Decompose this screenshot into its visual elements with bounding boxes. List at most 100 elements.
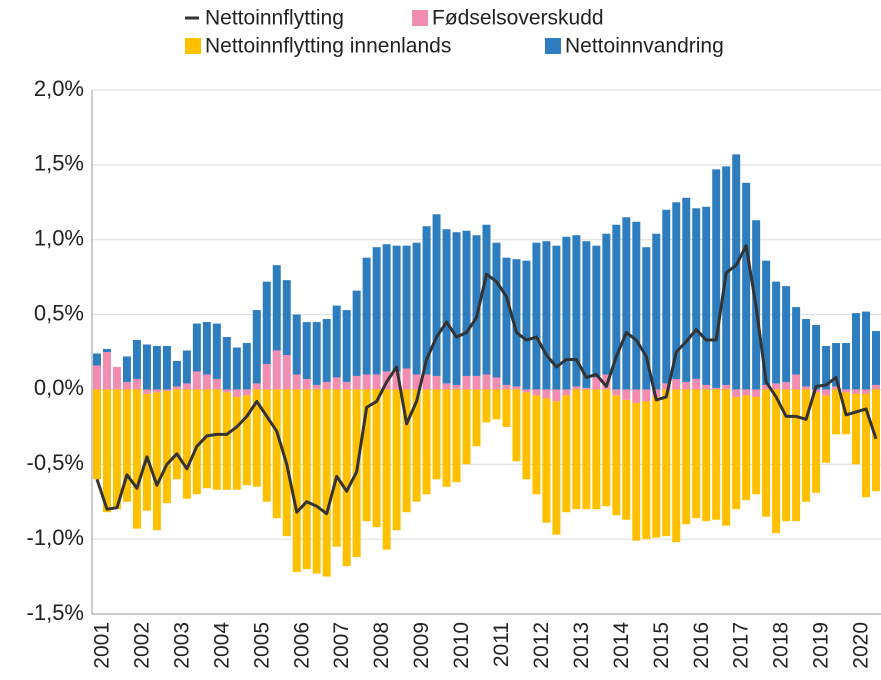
bar — [112, 366, 121, 390]
bar — [772, 389, 781, 534]
bar — [152, 389, 161, 393]
bar — [692, 389, 701, 519]
bar — [822, 395, 831, 463]
bar — [802, 386, 811, 390]
bar — [282, 280, 291, 355]
bar — [132, 340, 141, 379]
bar — [122, 381, 131, 390]
bar — [722, 389, 731, 526]
bar — [112, 389, 121, 510]
bar — [872, 331, 881, 385]
bar — [702, 389, 711, 522]
bar — [712, 389, 721, 520]
bar — [602, 389, 611, 507]
x-tick-label: 2012 — [530, 622, 553, 669]
bar — [372, 389, 381, 528]
bar — [732, 396, 741, 510]
bar — [272, 389, 281, 519]
legend-label: Nettoinnflytting — [205, 7, 344, 30]
bar — [512, 386, 521, 390]
bar — [242, 343, 251, 390]
bar — [822, 346, 831, 390]
bar — [142, 344, 151, 390]
bar — [232, 389, 241, 397]
bar — [762, 389, 771, 517]
bar — [372, 374, 381, 390]
bar — [862, 389, 871, 394]
x-tick-label: 2006 — [290, 622, 313, 669]
bar — [242, 389, 251, 396]
bar — [512, 259, 521, 387]
bar — [232, 396, 241, 490]
bar — [302, 378, 311, 390]
bar — [582, 389, 591, 510]
bar — [102, 352, 111, 390]
bar — [452, 389, 461, 483]
bar — [502, 389, 511, 427]
bar — [742, 395, 751, 501]
bar — [852, 393, 861, 465]
bar — [702, 206, 711, 385]
bar — [502, 257, 511, 385]
bar — [622, 399, 631, 520]
bar — [162, 390, 171, 504]
x-tick-label: 2009 — [410, 622, 433, 669]
bar — [192, 323, 201, 372]
bar — [322, 319, 331, 382]
bar — [822, 389, 831, 396]
bar — [482, 374, 491, 390]
bar — [832, 389, 841, 435]
bar — [372, 247, 381, 375]
y-tick-label: -1,0% — [27, 525, 84, 550]
bar — [122, 389, 131, 502]
bar — [392, 389, 401, 531]
bar — [302, 322, 311, 379]
bar — [682, 197, 691, 382]
y-tick-label: 2,0% — [34, 76, 84, 101]
bar — [122, 356, 131, 382]
bar — [842, 389, 851, 393]
bar — [292, 389, 301, 573]
bar — [282, 354, 291, 390]
bar — [782, 389, 791, 522]
bar — [702, 384, 711, 390]
bar — [772, 383, 781, 390]
bar — [852, 313, 861, 390]
x-tick-label: 2005 — [250, 622, 273, 669]
bar — [212, 389, 221, 490]
bar — [872, 389, 881, 492]
bar — [152, 392, 161, 531]
bar — [812, 325, 821, 390]
x-tick-label: 2002 — [130, 622, 153, 669]
bar — [362, 389, 371, 522]
bar — [572, 235, 581, 387]
bar — [342, 389, 351, 567]
bar — [642, 389, 651, 402]
bar — [602, 233, 611, 375]
bar — [522, 260, 531, 390]
bar — [412, 242, 421, 375]
bar — [672, 202, 681, 379]
x-tick-label: 2020 — [850, 622, 873, 669]
legend-swatch — [412, 10, 428, 26]
x-tick-label: 2007 — [330, 622, 353, 669]
bar — [232, 347, 241, 390]
bar — [632, 402, 641, 541]
bar — [462, 389, 471, 465]
bar — [872, 384, 881, 390]
bar — [212, 378, 221, 390]
bar — [752, 389, 761, 397]
bar — [222, 337, 231, 390]
bar — [652, 396, 661, 538]
bar — [712, 387, 721, 390]
bar — [632, 221, 641, 390]
bar — [92, 353, 101, 366]
bar — [502, 384, 511, 390]
bar — [182, 383, 191, 390]
bar — [742, 389, 751, 396]
x-tick-label: 2011 — [490, 622, 513, 667]
legend-label: Fødselsoverskudd — [432, 7, 604, 30]
bar — [762, 384, 771, 390]
bar — [312, 389, 321, 574]
bar — [272, 265, 281, 351]
